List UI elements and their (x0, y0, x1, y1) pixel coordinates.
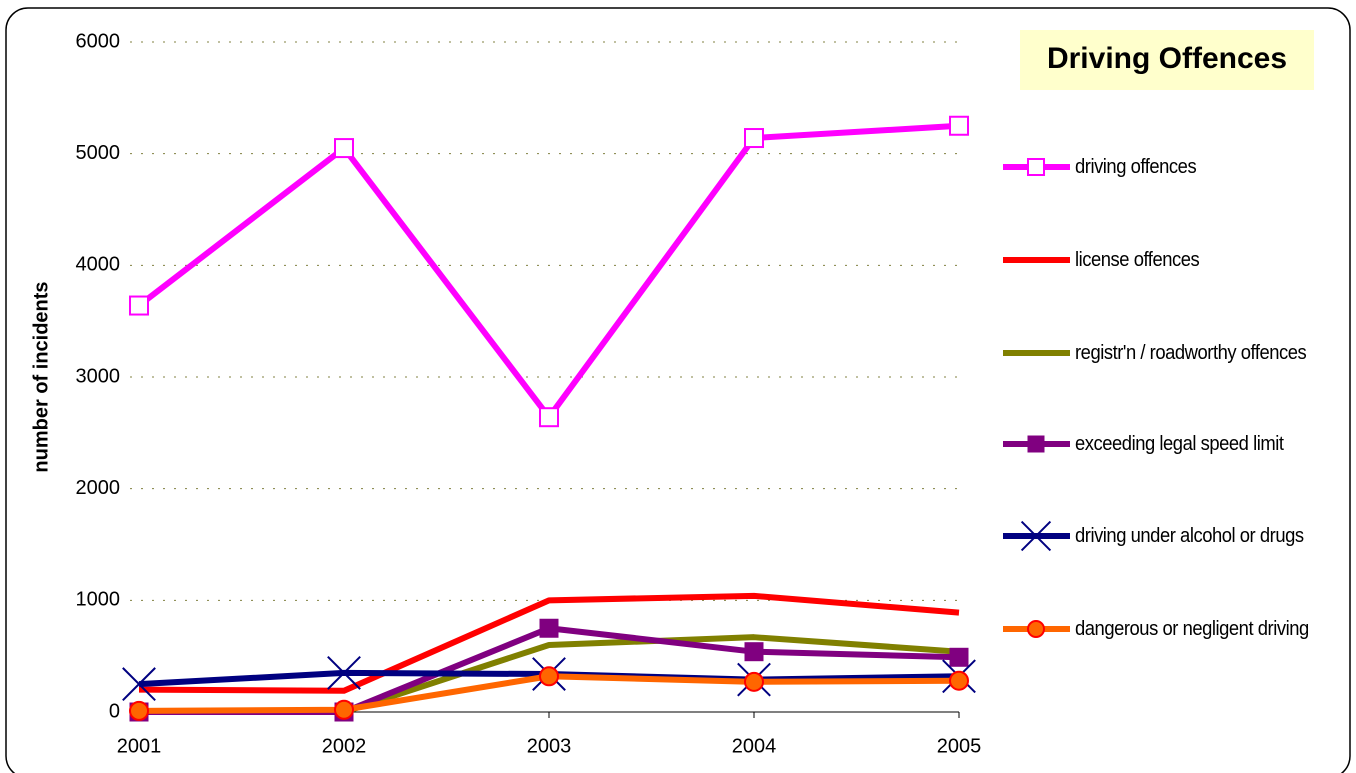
y-tick-label: 2000 (76, 477, 121, 499)
x-tick-label: 2005 (937, 735, 982, 757)
marker (539, 618, 559, 638)
x-tick-label: 2001 (117, 735, 162, 757)
marker (539, 666, 559, 687)
legend-label: driving offences (1075, 156, 1197, 178)
legend-label: dangerous or negligent driving (1075, 618, 1309, 640)
x-tick-label: 2002 (322, 735, 367, 757)
y-tick-label: 5000 (76, 142, 121, 164)
marker (744, 128, 764, 149)
title-box (1020, 30, 1314, 90)
marker (1027, 158, 1045, 176)
y-axis-label: number of incidents (30, 281, 52, 472)
marker (129, 700, 149, 721)
y-tick-label: 4000 (76, 254, 121, 276)
x-tick-label: 2004 (732, 735, 777, 757)
marker (1027, 435, 1045, 453)
marker (949, 647, 969, 667)
legend-label: driving under alcohol or drugs (1075, 525, 1304, 547)
marker (744, 642, 764, 662)
marker (1020, 520, 1052, 552)
y-tick-label: 6000 (76, 30, 121, 52)
marker (334, 699, 354, 720)
marker (327, 656, 361, 690)
marker (744, 671, 764, 692)
series-line (138, 592, 960, 694)
marker (1027, 620, 1045, 638)
frame (5, 7, 1351, 773)
legend-label: registr'n / roadworthy offences (1075, 342, 1307, 364)
y-tick-label: 3000 (76, 365, 121, 387)
y-tick-label: 0 (109, 700, 120, 722)
legend-label: license offences (1075, 249, 1200, 271)
legend-label: exceeding legal speed limit (1075, 433, 1284, 455)
marker (949, 115, 969, 136)
marker (539, 407, 559, 428)
series-line (137, 122, 960, 421)
marker (122, 667, 156, 701)
y-tick-label: 1000 (76, 589, 121, 611)
x-tick-label: 2003 (527, 735, 572, 757)
marker (949, 670, 969, 691)
marker (129, 295, 149, 316)
chart-title: Driving Offences (1047, 42, 1287, 75)
marker (334, 138, 354, 159)
